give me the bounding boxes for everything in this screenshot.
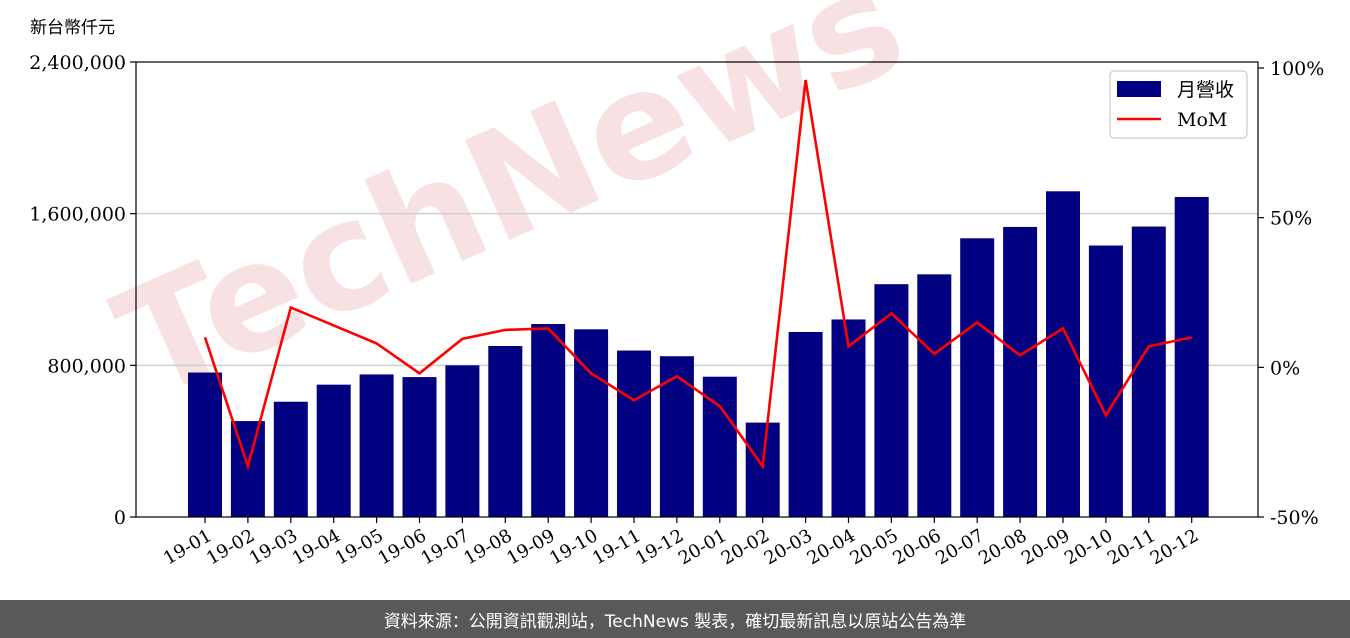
mom-line (203, 79, 1192, 471)
x-tick-label: 19-10 (546, 525, 601, 569)
bar-20-11 (1131, 226, 1166, 517)
bar-20-06 (917, 274, 952, 517)
x-tick-label: 20-03 (761, 525, 816, 569)
y-left-tick-label: 0 (114, 507, 126, 529)
x-tick-label: 20-06 (889, 525, 944, 569)
mom-series-line (203, 79, 1192, 471)
y-right-tick-label: 100% (1270, 58, 1324, 80)
x-tick-label: 19-01 (160, 525, 215, 569)
x-tick-label: 20-09 (1018, 525, 1073, 569)
legend: 月營收 MoM (1109, 70, 1248, 139)
y-right-tick-label: -50% (1270, 507, 1319, 529)
x-tick-label: 19-05 (332, 525, 387, 569)
y-left-tick-label: 1,600,000 (29, 204, 126, 226)
legend-swatch-bar (1117, 81, 1161, 97)
chart: TechNews 新台幣仟元 0800,0001,600,0002,400,00… (29, 0, 1324, 569)
plot-frame (135, 61, 1259, 518)
x-tick-label: 20-07 (932, 525, 987, 569)
bars (188, 191, 1209, 517)
bar-19-10 (574, 329, 609, 517)
y-left-tick-label: 2,400,000 (29, 52, 126, 74)
bar-19-12 (659, 356, 694, 517)
y-left-tick-label: 800,000 (47, 355, 126, 377)
legend-label-revenue: 月營收 (1177, 79, 1234, 101)
x-tick-label: 20-02 (718, 525, 773, 569)
bar-20-05 (874, 284, 909, 517)
x-tick-label: 20-08 (975, 525, 1030, 569)
bar-20-12 (1174, 196, 1209, 517)
x-tick-label: 19-08 (460, 525, 515, 569)
x-tick-label: 19-09 (503, 525, 558, 569)
y-right-axis: -50% 0% 50% 100% (1258, 58, 1324, 529)
x-tick-label: 19-04 (289, 525, 344, 569)
bar-19-03 (273, 401, 308, 517)
x-axis: 19-0119-0219-0319-0419-0519-0619-0719-08… (160, 517, 1202, 569)
y-left-axis: 0 800,000 1,600,000 2,400,000 (29, 52, 136, 529)
x-tick-label: 20-04 (804, 525, 859, 569)
bar-19-09 (531, 324, 566, 517)
x-tick-label: 20-11 (1104, 525, 1159, 569)
bar-20-03 (788, 331, 823, 517)
bar-19-04 (316, 384, 351, 517)
x-tick-label: 19-02 (203, 525, 258, 569)
x-tick-label: 20-05 (846, 525, 901, 569)
source-note: 資料來源：公開資訊觀測站，TechNews 製表，確切最新訊息以原站公告為準 (383, 611, 967, 632)
x-tick-label: 19-06 (375, 525, 430, 569)
bar-19-06 (402, 377, 437, 517)
x-tick-label: 19-11 (589, 525, 644, 569)
x-tick-label: 19-07 (417, 525, 472, 569)
bar-20-04 (831, 319, 866, 517)
x-tick-label: 19-03 (246, 525, 301, 569)
bar-20-10 (1088, 245, 1123, 517)
x-tick-label: 20-12 (1147, 525, 1202, 569)
bar-19-11 (617, 350, 651, 517)
bar-20-02 (745, 422, 780, 517)
bar-20-01 (702, 376, 737, 517)
x-tick-label: 20-10 (1061, 525, 1116, 569)
x-tick-label: 20-01 (675, 525, 730, 569)
bar-19-08 (488, 345, 523, 517)
bar-20-08 (1003, 226, 1038, 517)
bar-20-07 (960, 238, 995, 517)
legend-label-mom: MoM (1177, 109, 1227, 131)
bar-19-01 (188, 372, 222, 517)
bar-19-05 (359, 374, 394, 517)
y-right-tick-label: 50% (1270, 208, 1312, 230)
y-unit-label: 新台幣仟元 (30, 18, 115, 38)
source-footer: 資料來源：公開資訊觀測站，TechNews 製表，確切最新訊息以原站公告為準 (0, 600, 1350, 638)
x-tick-label: 19-12 (632, 525, 687, 569)
y-right-tick-label: 0% (1270, 357, 1300, 379)
bar-19-07 (445, 365, 480, 517)
